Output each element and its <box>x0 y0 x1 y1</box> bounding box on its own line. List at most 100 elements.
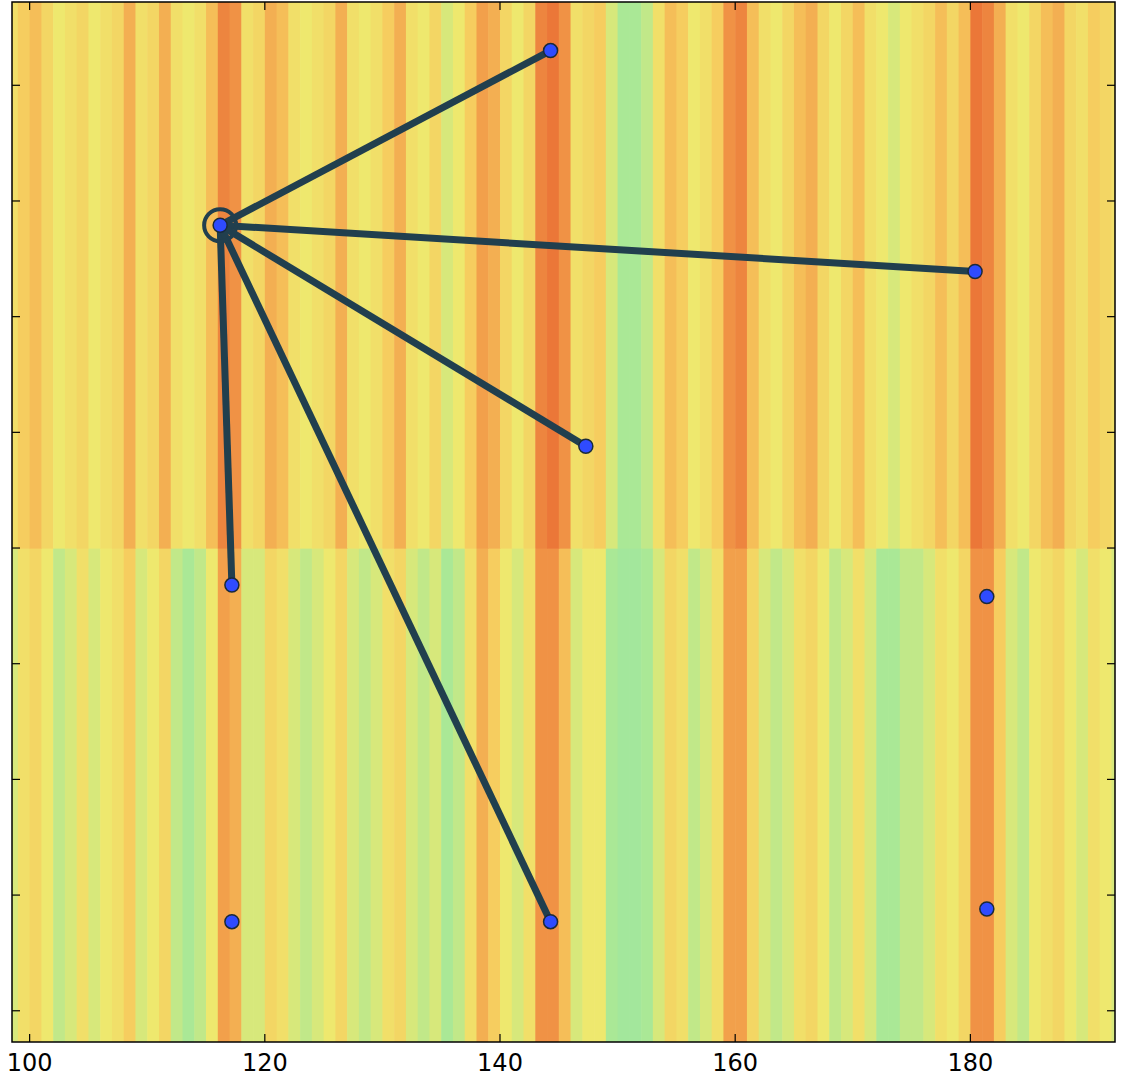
heatmap-cell <box>88 548 100 1042</box>
heatmap-cell <box>1053 2 1065 549</box>
heatmap-cell <box>700 548 712 1042</box>
heatmap-cell <box>641 2 653 549</box>
heatmap-cell <box>500 2 512 549</box>
heatmap-cell <box>747 548 759 1042</box>
heatmap-cell <box>441 548 453 1042</box>
heatmap-cell <box>183 2 195 549</box>
heatmap-cell <box>465 2 477 549</box>
edge <box>220 225 975 271</box>
heatmap-cell <box>535 2 547 549</box>
heatmap-cell <box>829 548 841 1042</box>
heatmap-cell <box>465 548 477 1042</box>
heatmap-cell <box>1076 548 1088 1042</box>
heatmap-cell <box>1029 548 1041 1042</box>
heatmap-cell <box>77 548 89 1042</box>
x-tick-top <box>970 2 971 10</box>
point <box>544 44 558 58</box>
edges <box>220 51 975 922</box>
point <box>980 590 994 604</box>
heatmap-cell <box>606 548 618 1042</box>
heatmap-cell <box>288 548 300 1042</box>
heatmap-cell <box>194 548 206 1042</box>
heatmap-cell <box>959 548 971 1042</box>
heatmap-cell <box>853 548 865 1042</box>
heatmap-cell <box>535 548 547 1042</box>
x-tick-label: 180 <box>947 1049 993 1077</box>
heatmap-cell <box>429 548 441 1042</box>
heatmap-cell <box>559 548 571 1042</box>
heatmap-cell <box>18 548 30 1042</box>
x-tick-label: 120 <box>242 1049 288 1077</box>
heatmap-cell <box>817 2 829 549</box>
edge <box>220 51 550 226</box>
heatmap-cell <box>841 548 853 1042</box>
heatmap-cell <box>1029 2 1041 549</box>
x-tick-label: 100 <box>7 1049 53 1077</box>
heatmap-cell <box>406 2 418 549</box>
heatmap-cell <box>723 548 735 1042</box>
points <box>204 44 994 929</box>
heatmap-cell <box>418 548 430 1042</box>
heatmap-cell <box>194 2 206 549</box>
heatmap-cell <box>112 548 124 1042</box>
heatmap-cell <box>641 548 653 1042</box>
heatmap-cell <box>994 548 1006 1042</box>
heatmap-cell <box>218 548 230 1042</box>
heatmap-cell <box>676 548 688 1042</box>
heatmap-cell <box>100 548 112 1042</box>
heatmap-cell <box>582 548 594 1042</box>
heatmap-cell <box>324 548 336 1042</box>
heatmap-cell <box>853 2 865 549</box>
point <box>980 902 994 916</box>
heatmap-cell <box>453 548 465 1042</box>
chart: 100120140160180 <box>0 0 1121 1077</box>
heatmap-cell <box>41 548 53 1042</box>
y-tick-right <box>1107 779 1115 780</box>
heatmap-cell <box>571 2 583 549</box>
heatmap-cell <box>171 548 183 1042</box>
x-tick-top <box>735 2 736 10</box>
heatmap-cell <box>171 2 183 549</box>
heatmap-cell <box>394 2 406 549</box>
heatmap-cell <box>30 2 42 549</box>
heatmap-cell <box>665 548 677 1042</box>
highlight-ring <box>204 209 236 241</box>
heatmap-cell <box>1006 548 1018 1042</box>
heatmap-cell <box>1041 548 1053 1042</box>
heatmap-cell <box>1006 2 1018 549</box>
y-tick <box>12 663 20 664</box>
heatmap-cell <box>524 2 536 549</box>
y-tick <box>12 316 20 317</box>
heatmap-cell <box>947 548 959 1042</box>
heatmap-cell <box>653 2 665 549</box>
heatmap-cell <box>147 2 159 549</box>
heatmap-cell <box>77 2 89 549</box>
y-tick <box>12 85 20 86</box>
y-tick-right <box>1107 547 1115 548</box>
heatmap-cell <box>982 2 994 549</box>
heatmap-cell <box>206 548 218 1042</box>
y-tick <box>12 432 20 433</box>
heatmap-cell <box>1088 2 1100 549</box>
heatmap-cell <box>382 2 394 549</box>
heatmap-cell <box>547 548 559 1042</box>
y-tick-right <box>1107 1010 1115 1011</box>
heatmap-cell <box>1100 548 1112 1042</box>
heatmap-cell <box>770 548 782 1042</box>
heatmap-cell <box>1064 2 1076 549</box>
y-tick <box>12 779 20 780</box>
x-tick <box>29 1034 30 1042</box>
heatmap-cell <box>512 2 524 549</box>
heatmap-cell <box>759 2 771 549</box>
y-tick-right <box>1107 663 1115 664</box>
y-tick-right <box>1107 316 1115 317</box>
heatmap-cell <box>794 548 806 1042</box>
heatmap-cell <box>1017 548 1029 1042</box>
heatmap-cell <box>53 2 65 549</box>
heatmap-cell <box>371 548 383 1042</box>
heatmap-cell <box>1017 2 1029 549</box>
heatmap-cell <box>230 548 242 1042</box>
point <box>225 915 239 929</box>
heatmap-cell <box>982 548 994 1042</box>
heatmap-cell <box>712 548 724 1042</box>
